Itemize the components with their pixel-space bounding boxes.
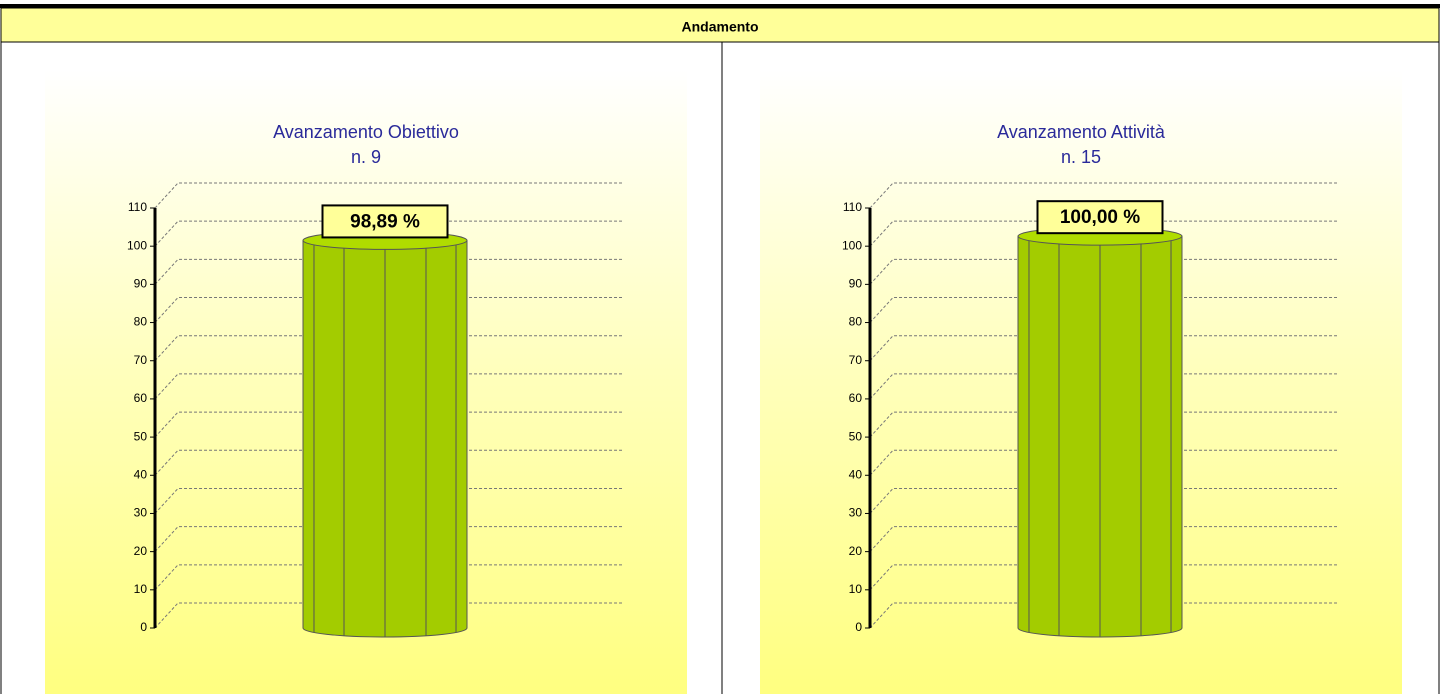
grid-line bbox=[869, 411, 1337, 438]
value-label: 100,00 % bbox=[1060, 207, 1140, 228]
y-tick-label: 40 bbox=[849, 467, 863, 481]
y-tick-label: 50 bbox=[849, 429, 863, 443]
grid-line bbox=[154, 449, 622, 476]
y-tick-label: 110 bbox=[843, 200, 862, 214]
y-tick-label: 40 bbox=[134, 467, 148, 481]
y-tick-label: 80 bbox=[134, 315, 148, 329]
grid-line bbox=[154, 602, 622, 629]
y-tick-label: 60 bbox=[134, 391, 148, 405]
grid-line bbox=[869, 297, 1337, 323]
value-label-box bbox=[321, 204, 449, 239]
grid-line bbox=[869, 602, 1337, 629]
header-bar bbox=[0, 7, 1440, 43]
y-tick-label: 110 bbox=[128, 200, 147, 214]
grid-line bbox=[154, 411, 622, 438]
chart-title: Avanzamento Obiettivo bbox=[273, 122, 459, 142]
y-tick-label: 80 bbox=[849, 315, 863, 329]
top-border bbox=[0, 4, 1440, 8]
y-tick-label: 70 bbox=[134, 353, 148, 367]
y-tick-label: 20 bbox=[849, 544, 863, 558]
grid-line bbox=[154, 258, 622, 285]
y-tick-label: 70 bbox=[849, 353, 863, 367]
grid-line bbox=[154, 564, 622, 591]
grid-line bbox=[869, 449, 1337, 476]
y-tick-label: 100 bbox=[842, 238, 862, 252]
grid-line bbox=[154, 220, 622, 247]
grid-line bbox=[154, 487, 622, 514]
y-tick-label: 10 bbox=[134, 582, 148, 596]
grid-line bbox=[869, 335, 1337, 362]
value-label: 98,89 % bbox=[350, 211, 420, 232]
y-tick-label: 0 bbox=[140, 620, 147, 634]
y-tick-label: 30 bbox=[134, 506, 148, 520]
grid-line bbox=[154, 182, 622, 209]
grid-line bbox=[154, 297, 622, 323]
grid-line bbox=[154, 526, 622, 552]
grid-line bbox=[154, 335, 622, 362]
grid-line bbox=[869, 220, 1337, 247]
y-tick-label: 0 bbox=[855, 620, 862, 634]
y-tick-label: 20 bbox=[134, 544, 148, 558]
chart-subtitle: n. 9 bbox=[351, 147, 381, 167]
chart-subtitle: n. 15 bbox=[1061, 147, 1101, 167]
grid-line bbox=[869, 258, 1337, 285]
value-label-box bbox=[1036, 200, 1164, 235]
y-tick-label: 10 bbox=[849, 582, 863, 596]
grid-line bbox=[869, 564, 1337, 591]
y-tick-label: 30 bbox=[849, 506, 863, 520]
grid-line bbox=[869, 487, 1337, 514]
y-tick-label: 90 bbox=[134, 277, 148, 291]
grid-line bbox=[869, 526, 1337, 552]
grid-line bbox=[869, 373, 1337, 400]
grid-line bbox=[154, 373, 622, 400]
chart-title: Avanzamento Attività bbox=[997, 122, 1166, 142]
header-title: Andamento bbox=[682, 19, 759, 35]
y-tick-label: 100 bbox=[127, 238, 147, 252]
y-tick-label: 90 bbox=[849, 277, 863, 291]
grid-line bbox=[869, 182, 1337, 209]
y-tick-label: 50 bbox=[134, 429, 148, 443]
y-tick-label: 60 bbox=[849, 391, 863, 405]
